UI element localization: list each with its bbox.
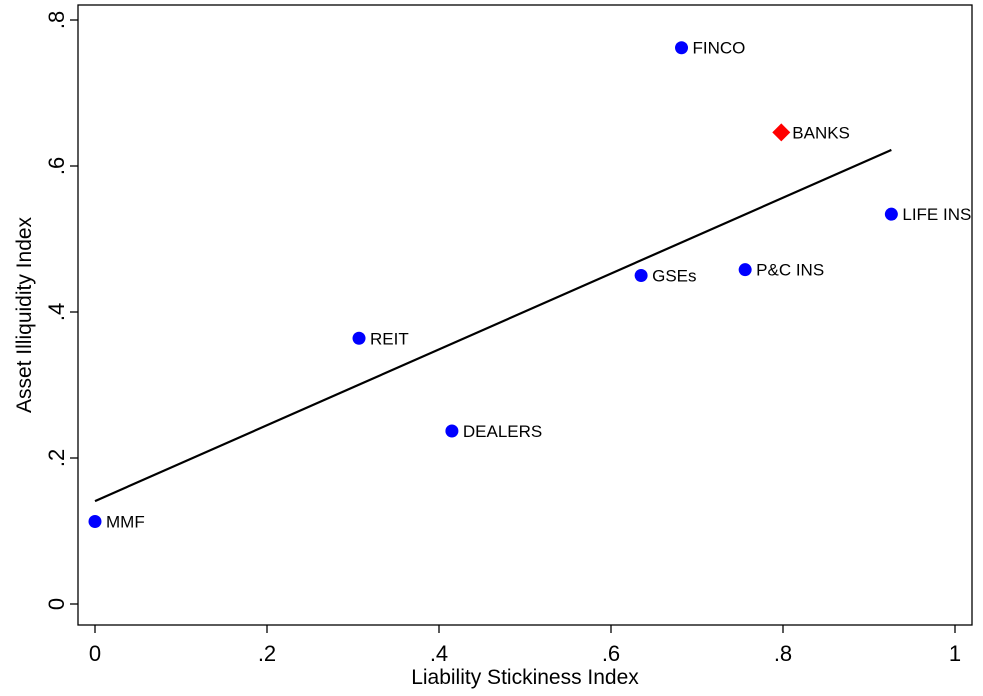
point-label: BANKS [792, 123, 850, 142]
plot-frame [77, 4, 973, 626]
data-point [675, 41, 689, 55]
point-label: LIFE INS [902, 205, 971, 224]
fit-line-layer [94, 148, 892, 503]
points-layer: MMF REIT DEALERS GSEs FINCO P&C INS BANKS LIFE … [88, 39, 971, 532]
point-label: FINCO [693, 39, 746, 58]
x-tick-label: 1 [949, 641, 961, 666]
data-point [445, 424, 459, 438]
x-tick-label: .4 [430, 641, 448, 666]
data-point-diamond [772, 123, 791, 142]
point-label: P&C INS [756, 261, 824, 280]
fit-line [94, 148, 892, 503]
data-point [88, 515, 102, 529]
x-tick-label: .6 [602, 641, 620, 666]
point-label: MMF [106, 513, 145, 532]
point-label: REIT [370, 329, 409, 348]
point-label: GSEs [652, 267, 696, 286]
y-tick-label: .4 [44, 303, 69, 321]
data-point [738, 263, 752, 277]
y-tick-label: .6 [44, 157, 69, 175]
data-point [884, 207, 898, 221]
x-tick-label: .2 [258, 641, 276, 666]
data-point [352, 331, 366, 345]
x-tick-label: 0 [89, 641, 101, 666]
y-axis: 0 .2 .4 .6 .8 [44, 11, 78, 610]
y-tick-label: 0 [44, 598, 69, 610]
point-label: DEALERS [463, 422, 542, 441]
data-point [634, 269, 648, 282]
y-axis-label: Asset Illiquidity Index [13, 216, 36, 413]
y-tick-label: .2 [44, 449, 69, 467]
x-axis-label: Liability Stickiness Index [411, 666, 639, 689]
y-tick-label: .8 [44, 11, 69, 29]
x-axis: 0 .2 .4 .6 .8 1 [89, 625, 961, 666]
x-tick-label: .8 [774, 641, 792, 666]
